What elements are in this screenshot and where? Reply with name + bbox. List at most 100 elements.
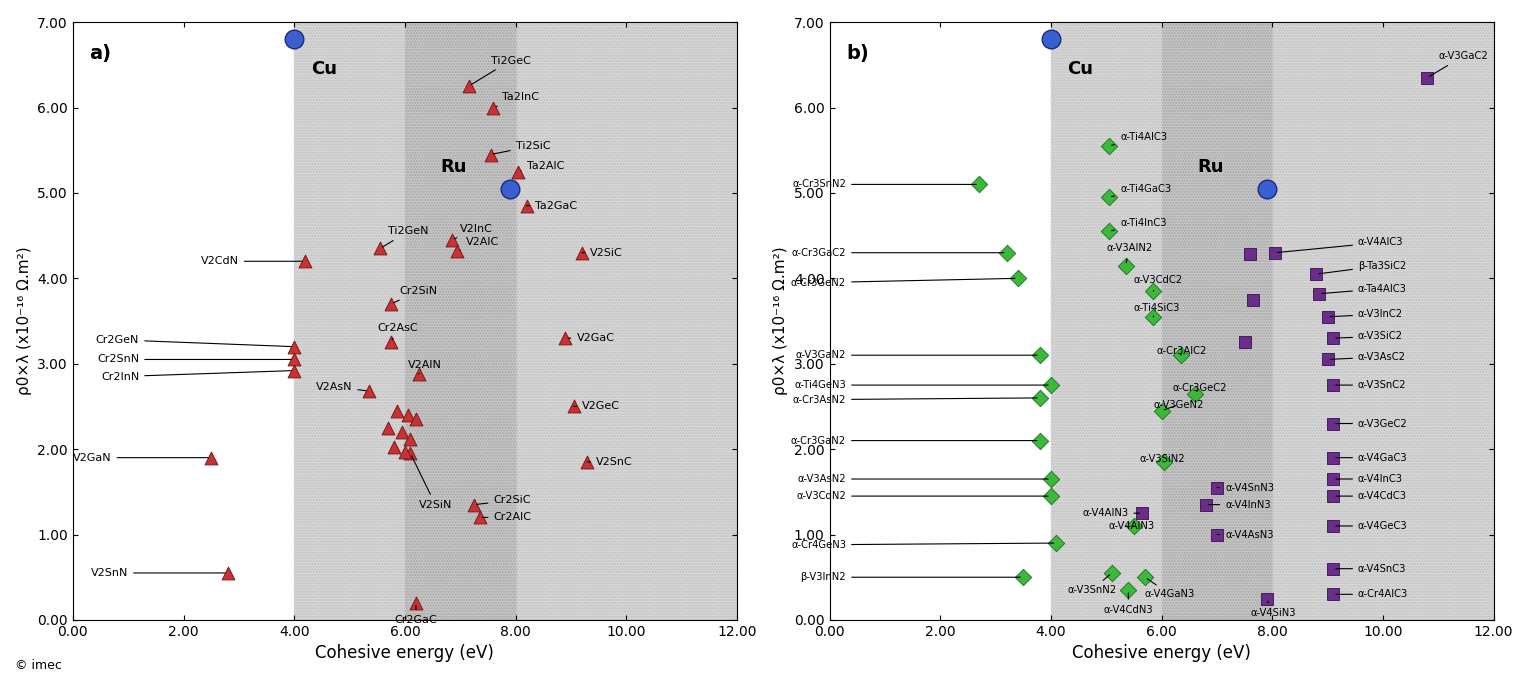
Text: Ru: Ru <box>441 158 467 177</box>
Point <box>367 243 392 254</box>
Point <box>1241 294 1265 305</box>
Point <box>1304 269 1328 280</box>
Text: α-V3SnC2: α-V3SnC2 <box>1336 380 1406 390</box>
Point <box>1114 260 1138 271</box>
Text: α-Cr3SnN2: α-Cr3SnN2 <box>793 179 976 189</box>
Text: Ta2GaC: Ta2GaC <box>526 201 577 210</box>
Point <box>1039 491 1063 502</box>
Text: β-Ta3SiC2: β-Ta3SiC2 <box>1319 261 1406 274</box>
Point <box>1043 538 1068 549</box>
Point <box>1320 452 1345 463</box>
Point <box>404 598 428 608</box>
Text: α-V3AlN2: α-V3AlN2 <box>1106 244 1152 263</box>
Text: α-V4AlN3: α-V4AlN3 <box>1082 508 1140 518</box>
Point <box>1039 34 1063 45</box>
Text: α-Cr4GeN3: α-Cr4GeN3 <box>791 540 1054 550</box>
Text: α-Cr3GaN2: α-Cr3GaN2 <box>791 436 1037 445</box>
Text: α-V4SnN3: α-V4SnN3 <box>1216 483 1274 492</box>
Point <box>445 246 470 257</box>
Bar <box>294 22 737 620</box>
Text: Ti2SiC: Ti2SiC <box>493 141 551 154</box>
Text: Cu: Cu <box>1068 60 1094 78</box>
Text: Cr2SnN: Cr2SnN <box>96 354 291 365</box>
Text: Cu: Cu <box>311 60 337 78</box>
Text: α-V4AsN3: α-V4AsN3 <box>1216 530 1273 540</box>
Point <box>462 499 487 510</box>
Y-axis label: ρ0×λ (x10⁻¹⁶ Ω.m²): ρ0×λ (x10⁻¹⁶ Ω.m²) <box>773 246 788 395</box>
Text: Ta2AlC: Ta2AlC <box>522 161 565 171</box>
Point <box>407 369 431 380</box>
Point <box>1307 289 1331 299</box>
Text: α-V4GaC3: α-V4GaC3 <box>1336 453 1408 462</box>
Point <box>294 256 318 267</box>
Point <box>398 448 422 459</box>
Point <box>398 433 422 444</box>
Text: V2SnN: V2SnN <box>90 568 225 578</box>
Point <box>1132 572 1157 583</box>
Text: α-V3GeN2: α-V3GeN2 <box>1154 400 1204 410</box>
Text: b): b) <box>846 43 869 62</box>
Point <box>1320 473 1345 484</box>
Point <box>1204 482 1229 493</box>
Point <box>199 452 223 463</box>
Point <box>1097 226 1121 237</box>
Text: α-V3GeC2: α-V3GeC2 <box>1336 418 1408 428</box>
Point <box>1255 593 1279 604</box>
Point <box>1232 337 1256 348</box>
Text: α-Cr3AsN2: α-Cr3AsN2 <box>793 394 1037 405</box>
Text: α-V4InN3: α-V4InN3 <box>1209 500 1271 510</box>
Point <box>1005 273 1030 284</box>
Point <box>1320 333 1345 344</box>
Point <box>379 337 404 348</box>
Point <box>967 179 991 190</box>
Point <box>216 568 240 579</box>
Point <box>282 365 306 376</box>
Text: α-V3GaN2: α-V3GaN2 <box>796 350 1037 360</box>
Text: V2AsN: V2AsN <box>315 382 366 392</box>
Point <box>1152 456 1177 467</box>
Point <box>480 102 505 113</box>
Point <box>390 426 415 437</box>
Text: Cr2AsC: Cr2AsC <box>378 323 418 340</box>
Point <box>1115 585 1140 595</box>
Point <box>497 183 522 194</box>
Point <box>562 401 586 412</box>
Text: α-Ti4AlC3: α-Ti4AlC3 <box>1112 132 1167 145</box>
Point <box>1028 392 1053 403</box>
Point <box>1320 380 1345 390</box>
Text: Cr2SiN: Cr2SiN <box>393 286 438 303</box>
Text: α-Cr3GaC2: α-Cr3GaC2 <box>791 248 1004 258</box>
Point <box>467 512 491 523</box>
Point <box>1415 72 1440 83</box>
Point <box>1316 312 1340 323</box>
Point <box>506 166 531 177</box>
Bar <box>294 22 737 620</box>
Text: V2CdN: V2CdN <box>200 256 303 266</box>
Bar <box>405 22 516 620</box>
Text: Cr2InN: Cr2InN <box>101 371 291 382</box>
Text: α-Ta4AlC3: α-Ta4AlC3 <box>1322 284 1408 293</box>
Text: α-Cr4AlC3: α-Cr4AlC3 <box>1336 589 1408 600</box>
Point <box>1141 312 1166 323</box>
Point <box>1320 418 1345 429</box>
Bar <box>1161 22 1273 620</box>
Point <box>514 200 539 211</box>
Point <box>456 81 480 92</box>
Point <box>1011 572 1036 583</box>
Point <box>439 234 464 245</box>
Bar <box>1051 22 1493 620</box>
Text: V2AlN: V2AlN <box>407 361 442 374</box>
Text: V2GaC: V2GaC <box>568 333 615 343</box>
Text: α-V4CdC3: α-V4CdC3 <box>1336 491 1408 501</box>
Text: α-V4AlC3: α-V4AlC3 <box>1278 238 1403 253</box>
Text: V2SiN: V2SiN <box>412 456 451 510</box>
Point <box>575 456 600 467</box>
Point <box>1131 508 1155 519</box>
Text: α-V4GeC3: α-V4GeC3 <box>1336 521 1408 531</box>
Text: V2AlC: V2AlC <box>461 238 499 250</box>
Point <box>1097 191 1121 202</box>
Text: V2SiC: V2SiC <box>581 248 623 258</box>
Text: α-V4CdN3: α-V4CdN3 <box>1103 593 1154 614</box>
Point <box>404 414 428 424</box>
Text: Cr2SiC: Cr2SiC <box>477 496 531 505</box>
